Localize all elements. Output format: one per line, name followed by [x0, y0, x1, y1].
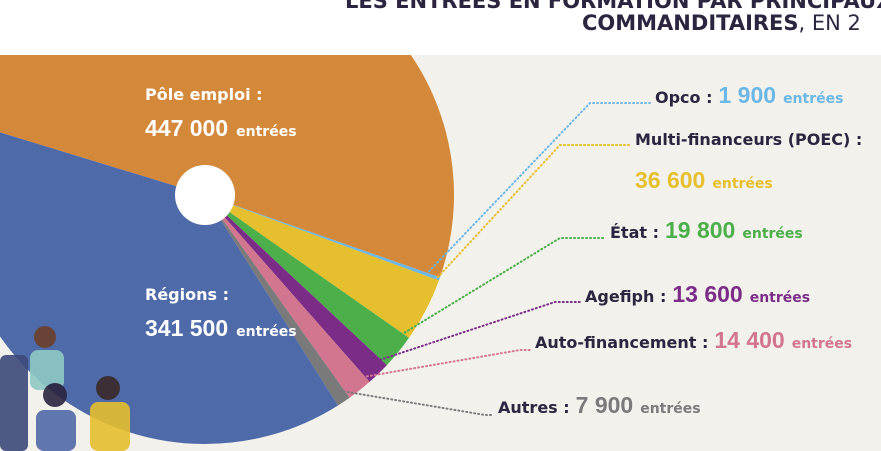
slice-value: 14 400	[714, 327, 784, 353]
slice-name: Régions :	[145, 285, 229, 304]
slice-name: Autres :	[498, 398, 570, 417]
slice-unit: entrées	[236, 324, 296, 340]
pie-slice	[0, 132, 338, 444]
slice-name: Opco :	[655, 88, 713, 107]
slice-label: Auto-financement : 14 400 entrées	[535, 327, 852, 353]
slice-unit: entrées	[783, 91, 843, 107]
slice-value-line: 36 600 entrées	[635, 167, 773, 193]
title-bold: COMMANDITAIRES	[582, 11, 799, 35]
slice-value-line: 341 500 entrées	[145, 315, 297, 341]
slice-name: Pôle emploi :	[145, 85, 263, 104]
title-line1: LES ENTRÉES EN FORMATION PAR PRINCIPAUX	[345, 0, 881, 13]
slice-name: Multi-financeurs (POEC) :	[635, 130, 862, 149]
leader-line	[412, 144, 631, 305]
pie-slice	[0, 0, 454, 278]
slice-label: Autres : 7 900 entrées	[498, 392, 701, 418]
slice-unit: entrées	[792, 336, 852, 352]
pie-slice	[205, 195, 441, 281]
leader-line	[335, 389, 494, 416]
slice-value: 19 800	[665, 217, 735, 243]
slice-value-line: 447 000 entrées	[145, 115, 297, 141]
leader-line	[367, 301, 581, 365]
pie-slice	[205, 195, 439, 338]
slice-value: 36 600	[635, 167, 705, 193]
slice-name: État :	[610, 223, 659, 242]
slice-value: 7 900	[576, 392, 634, 418]
slice-unit: entrées	[640, 401, 700, 417]
leader-line	[425, 102, 651, 276]
title-line2: COMMANDITAIRES, EN 2	[582, 11, 861, 35]
slice-label: Agefiph : 13 600 entrées	[585, 281, 810, 307]
leader-line	[350, 349, 531, 381]
slice-value: 1 900	[719, 82, 777, 108]
header-band	[0, 0, 881, 55]
slice-unit: entrées	[712, 176, 772, 192]
title-rest: , EN 2	[799, 11, 861, 35]
slice-name: Auto-financement :	[535, 333, 708, 352]
slice-label: État : 19 800 entrées	[610, 217, 803, 243]
slice-value: 13 600	[672, 281, 742, 307]
pie-slice	[205, 195, 387, 382]
leader-line	[386, 237, 606, 345]
slice-name: Agefiph :	[585, 287, 666, 306]
slice-unit: entrées	[236, 124, 296, 140]
pie-slice	[205, 195, 409, 366]
pie-slice	[205, 195, 350, 406]
pie-slice	[205, 195, 370, 398]
pie-hole	[175, 165, 235, 225]
slice-value: 341 500	[145, 315, 228, 341]
illustration	[0, 326, 130, 451]
slice-label: Opco : 1 900 entrées	[655, 82, 843, 108]
slice-unit: entrées	[750, 290, 810, 306]
labels: Pôle emploi : 447 000 entrées Opco : 1 900 en…	[145, 82, 862, 418]
slice-unit: entrées	[742, 226, 802, 242]
slice-value: 447 000	[145, 115, 228, 141]
pie	[0, 0, 454, 444]
